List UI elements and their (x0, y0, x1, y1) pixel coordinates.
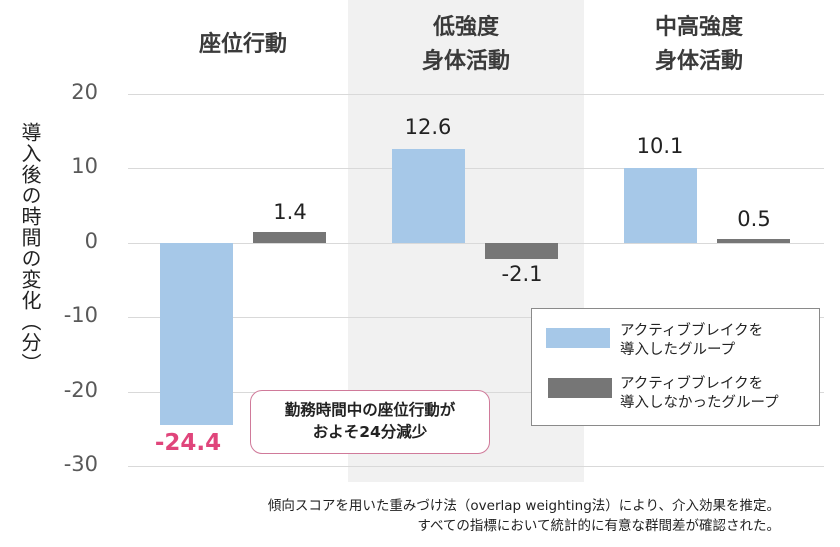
legend-swatch-intervention (546, 328, 610, 348)
gridline-0 (128, 243, 824, 244)
y-axis-label: 導入後の時間の変化（分） (18, 122, 42, 374)
bar-light-control (485, 243, 558, 259)
category-label: 座位行動 (198, 32, 287, 57)
gridline-minus-10 (128, 317, 824, 318)
gridline-20 (128, 94, 824, 95)
footnote-line: 傾向スコアを用いた重みづけ法（overlap weighting法）により、介入… (267, 498, 780, 514)
category-label: 身体活動 (654, 49, 743, 74)
legend: アクティブブレイクを 導入したグループ アクティブブレイクを 導入しなかったグル… (531, 308, 820, 426)
gridline-minus-30 (128, 466, 824, 467)
y-tick: 20 (71, 80, 98, 104)
y-tick: -20 (63, 378, 98, 402)
bar-sedentary-intervention (160, 243, 233, 425)
category-light-activity: 低強度 身体活動 (366, 11, 566, 79)
legend-swatch-control (548, 378, 612, 398)
bar-light-intervention (392, 149, 465, 243)
category-label: 中高強度 (654, 15, 743, 40)
category-label: 低強度 (432, 15, 499, 40)
annotation-callout: 勤務時間中の座位行動が およそ24分減少 (250, 390, 490, 454)
bar-mvpa-control (717, 239, 790, 243)
value-label: 12.6 (404, 115, 452, 139)
footnote: 傾向スコアを用いた重みづけ法（overlap weighting法）により、介入… (160, 494, 780, 534)
value-label: -2.1 (501, 262, 543, 286)
value-label: 0.5 (737, 207, 771, 231)
category-mvpa: 中高強度 身体活動 (599, 11, 799, 79)
y-tick: 0 (84, 229, 98, 253)
category-label: 身体活動 (421, 49, 510, 74)
category-sedentary: 座位行動 (143, 28, 343, 62)
value-label: 1.4 (273, 200, 307, 224)
y-tick: -30 (63, 452, 98, 476)
y-tick: -10 (63, 303, 98, 327)
legend-label-control: アクティブブレイクを 導入しなかったグループ (620, 376, 779, 411)
bar-sedentary-control (253, 232, 326, 243)
bar-mvpa-intervention (624, 168, 697, 243)
legend-label-intervention: アクティブブレイクを 導入したグループ (620, 323, 764, 358)
value-label: 10.1 (636, 134, 684, 158)
y-tick: 10 (71, 154, 98, 178)
gridline-10 (128, 168, 824, 169)
value-label-highlight: -24.4 (154, 430, 222, 456)
callout-line: 勤務時間中の座位行動が (284, 401, 456, 419)
footnote-line: すべての指標において統計的に有意な群間差が確認された。 (417, 518, 780, 534)
callout-line: およそ24分減少 (312, 423, 428, 441)
